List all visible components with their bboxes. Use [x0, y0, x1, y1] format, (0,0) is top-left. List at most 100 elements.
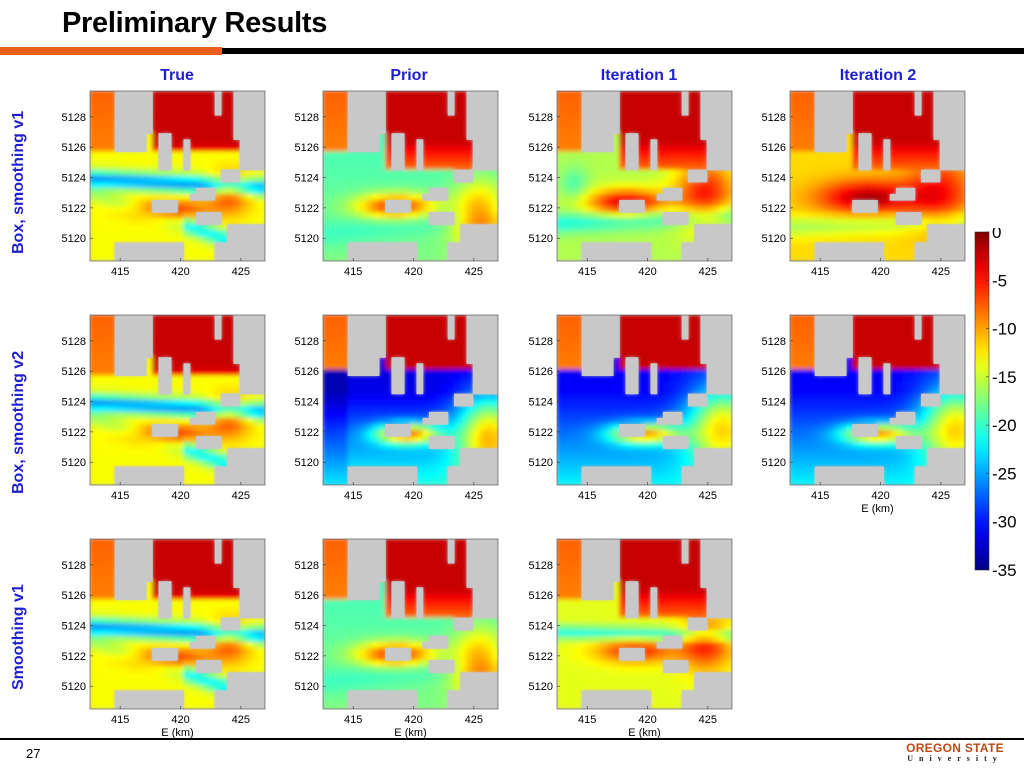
mask-cell	[139, 121, 147, 128]
heatmap-cell	[581, 387, 589, 395]
mask-cell	[441, 417, 449, 425]
heatmap-cell	[403, 139, 411, 146]
heatmap-cell	[189, 206, 197, 213]
heatmap-cell	[447, 454, 455, 462]
heatmap-cell	[594, 454, 602, 462]
heatmap-cell	[189, 139, 197, 146]
mask-cell	[600, 133, 608, 140]
mask-cell	[478, 102, 486, 110]
heatmap-cell	[220, 96, 228, 104]
x-tick-label: 420	[404, 490, 422, 502]
heatmap-cell	[562, 448, 570, 455]
heatmap-cell	[662, 163, 670, 171]
mask-cell	[114, 363, 122, 370]
mask-cell	[245, 369, 253, 377]
mask-cell	[378, 478, 386, 485]
mask-cell	[233, 102, 241, 110]
heatmap-cell	[120, 193, 128, 201]
heatmap-cell	[795, 96, 803, 104]
mask-cell	[725, 121, 732, 128]
heatmap-cell	[416, 230, 424, 238]
mask-cell	[814, 114, 822, 122]
heatmap-cell	[712, 199, 720, 207]
mask-cell	[245, 145, 253, 153]
heatmap-cell	[385, 169, 393, 177]
mask-cell	[958, 254, 965, 261]
heatmap-cell	[177, 157, 185, 165]
heatmap-cell	[619, 91, 627, 98]
heatmap-cell	[606, 224, 614, 231]
mask-cell	[366, 345, 374, 352]
mask-cell	[258, 315, 265, 322]
mask-cell	[472, 338, 480, 346]
heatmap-cell	[428, 151, 436, 159]
mask-cell	[202, 411, 210, 419]
mask-cell	[164, 357, 172, 364]
heatmap-cell	[227, 212, 235, 219]
mask-cell	[491, 448, 498, 455]
mask-cell	[864, 145, 872, 153]
heatmap-cell	[335, 254, 343, 261]
heatmap-cell	[378, 405, 386, 413]
heatmap-cell	[120, 411, 128, 419]
heatmap-cell	[139, 430, 147, 437]
heatmap-cell	[189, 157, 197, 165]
heatmap-cell	[108, 345, 116, 352]
heatmap-cell	[403, 218, 411, 225]
heatmap-cell	[170, 175, 178, 183]
mask-cell	[952, 108, 960, 116]
heatmap-cell	[133, 175, 141, 183]
heatmap-cell	[895, 114, 903, 122]
heatmap-cell	[675, 236, 683, 244]
heatmap-cell	[927, 199, 935, 207]
heatmap-cell	[378, 230, 386, 238]
heatmap-cell	[220, 387, 228, 395]
mask-cell	[845, 108, 853, 116]
heatmap-cell	[208, 206, 216, 213]
mask-cell	[391, 423, 399, 431]
y-tick-label: 5126	[62, 142, 86, 154]
heatmap-cell	[435, 363, 443, 370]
heatmap-cell	[441, 423, 449, 431]
mask-cell	[245, 133, 253, 140]
heatmap-cell	[472, 436, 480, 443]
heatmap-cell	[335, 242, 343, 250]
heatmap-cell	[606, 206, 614, 213]
heatmap-cell	[202, 363, 210, 370]
heatmap-cell	[90, 448, 97, 455]
heatmap-cell	[403, 369, 411, 377]
mask-cell	[712, 248, 720, 256]
mask-cell	[631, 157, 639, 165]
mask-cell	[258, 145, 265, 153]
heatmap-cell	[453, 181, 461, 189]
mask-cell	[460, 169, 468, 177]
heatmap-cell	[95, 411, 103, 419]
heatmap-cell	[428, 393, 436, 401]
heatmap-cell	[625, 236, 633, 244]
heatmap-cell	[428, 369, 436, 377]
heatmap-cell	[908, 230, 916, 238]
heatmap-cell	[889, 218, 897, 225]
heatmap-cell	[189, 430, 197, 437]
heatmap-cell	[227, 369, 235, 377]
heatmap-cell	[208, 102, 216, 110]
mask-cell	[195, 212, 203, 219]
mask-cell	[820, 108, 828, 116]
heatmap-cell	[341, 199, 349, 207]
heatmap-cell	[170, 393, 178, 401]
mask-cell	[170, 423, 178, 431]
heatmap-cell	[422, 357, 430, 364]
heatmap-cell	[245, 181, 253, 189]
mask-cell	[366, 357, 374, 364]
heatmap-cell	[208, 169, 216, 177]
heatmap-cell	[214, 363, 222, 370]
title-underline	[222, 48, 1024, 54]
heatmap-cell	[858, 218, 866, 225]
mask-cell	[353, 345, 361, 352]
heatmap-cell	[360, 411, 368, 419]
mask-cell	[687, 242, 695, 250]
mask-cell	[712, 133, 720, 140]
heatmap-cell	[681, 193, 689, 201]
mask-cell	[158, 375, 166, 383]
mask-cell	[233, 478, 241, 485]
